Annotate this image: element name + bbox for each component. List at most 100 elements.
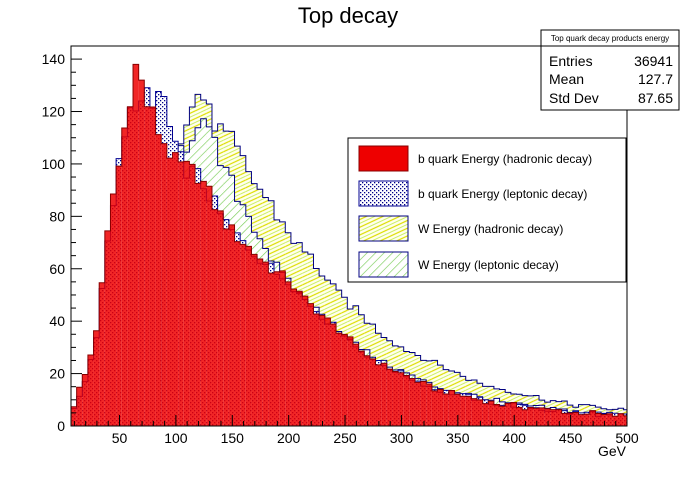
histogram-bar xyxy=(572,412,579,426)
stats-entries-label: Entries xyxy=(549,53,593,69)
y-tick-label: 120 xyxy=(42,104,66,120)
histogram-bar xyxy=(133,64,139,426)
histogram-bar xyxy=(448,390,455,426)
y-tick-label: 80 xyxy=(49,208,65,224)
y-tick-label: 20 xyxy=(49,366,65,382)
stats-box-title: Top quark decay products energy xyxy=(551,34,669,43)
histogram-bar xyxy=(533,408,540,426)
histogram-bar xyxy=(606,413,613,426)
histogram-bar xyxy=(454,394,461,426)
histogram-bar xyxy=(364,355,370,426)
legend-label-b-hadronic: b quark Energy (hadronic decay) xyxy=(418,152,592,166)
stats-box: Top quark decay products energy Entries … xyxy=(540,29,680,111)
histogram-bar xyxy=(285,281,291,426)
y-tick-label: 100 xyxy=(42,156,66,172)
histogram-bar xyxy=(319,315,325,426)
histogram-bar xyxy=(279,270,286,426)
histogram-bar xyxy=(623,415,627,426)
x-tick-label: 450 xyxy=(559,430,583,446)
histogram-bar xyxy=(381,363,387,426)
axis-layer: 50 100 150 200 250 300 350 400 450 500 0 20 40 60 80 10… xyxy=(42,45,639,446)
histogram-bar xyxy=(234,241,241,426)
stats-stddev-label: Std Dev xyxy=(549,90,599,106)
legend-label-b-leptonic: b quark Energy (leptonic decay) xyxy=(418,187,587,201)
histogram-bar xyxy=(426,384,432,426)
histogram-bar xyxy=(93,330,100,426)
histogram-bar xyxy=(127,106,134,426)
histogram-bar xyxy=(505,403,511,426)
histogram-bar xyxy=(206,186,212,426)
histogram-bar xyxy=(420,381,427,426)
histogram-bar xyxy=(251,254,258,426)
histogram-bar xyxy=(268,273,275,426)
histogram-bar xyxy=(324,318,331,426)
histogram-bar xyxy=(307,303,314,426)
legend-swatch-w-hadronic xyxy=(358,215,409,242)
histogram-bar xyxy=(352,344,359,426)
histogram-bar xyxy=(493,404,500,426)
histogram-bar xyxy=(228,224,235,426)
histogram-bar xyxy=(358,351,365,426)
histogram-bar xyxy=(155,134,162,426)
histogram-bar xyxy=(195,183,201,426)
histogram-bar xyxy=(296,291,303,426)
histogram-bar xyxy=(172,152,179,426)
histogram-bar xyxy=(601,414,607,426)
histogram-bar xyxy=(71,406,77,426)
histogram-bar xyxy=(217,210,224,426)
histogram-bar xyxy=(544,408,551,426)
histogram-bar xyxy=(443,393,449,426)
histogram-bar xyxy=(76,387,83,426)
histogram-bar xyxy=(386,369,393,426)
x-tick-label: 100 xyxy=(164,430,188,446)
stats-entries-value: 36941 xyxy=(634,53,673,69)
histogram-bar xyxy=(471,398,478,426)
histogram-bar xyxy=(290,288,297,426)
histogram-bar xyxy=(87,354,94,426)
x-tick-label: 500 xyxy=(615,430,639,446)
histogram-bar xyxy=(437,389,444,426)
histogram-bar xyxy=(578,414,585,426)
histogram-bar xyxy=(183,161,190,426)
histogram-bar xyxy=(178,161,184,426)
histogram-bar xyxy=(330,323,337,426)
histogram-bar xyxy=(477,399,483,426)
series-layer xyxy=(71,63,627,426)
histogram-bar xyxy=(595,413,602,426)
histogram-bar xyxy=(403,375,410,426)
histogram-bar xyxy=(82,374,88,426)
histogram-bar xyxy=(555,409,562,426)
histogram-bar xyxy=(460,396,466,426)
histogram-bar xyxy=(431,390,438,426)
histogram-bar xyxy=(510,402,517,426)
histogram-bar xyxy=(189,164,196,426)
histogram-bar xyxy=(341,334,348,426)
histogram-bar xyxy=(561,413,568,426)
x-tick-label: 400 xyxy=(503,430,527,446)
histogram-bar xyxy=(336,333,342,426)
series-solid-red xyxy=(71,63,627,426)
series-outline xyxy=(71,63,627,426)
histogram-bar xyxy=(612,416,618,426)
histogram-bar xyxy=(539,407,545,426)
histogram-bar xyxy=(584,414,590,426)
series-outline xyxy=(71,118,627,426)
histogram-bar xyxy=(527,407,534,426)
histogram-bar xyxy=(482,403,489,426)
histogram-bar xyxy=(274,271,280,426)
y-tick-label: 0 xyxy=(57,418,65,434)
histogram-bar xyxy=(369,358,376,426)
stats-mean-value: 127.7 xyxy=(638,71,673,87)
legend-swatch-w-leptonic xyxy=(358,251,409,278)
x-tick-label: 300 xyxy=(390,430,414,446)
histogram-bar xyxy=(522,409,528,426)
histogram-bar xyxy=(567,412,573,426)
histogram-bar xyxy=(392,371,399,426)
histogram-bar xyxy=(375,364,382,426)
histogram-bar xyxy=(617,413,624,426)
stats-box-frame xyxy=(540,29,680,111)
histogram-bar xyxy=(347,336,353,426)
histogram-bar xyxy=(138,80,145,426)
